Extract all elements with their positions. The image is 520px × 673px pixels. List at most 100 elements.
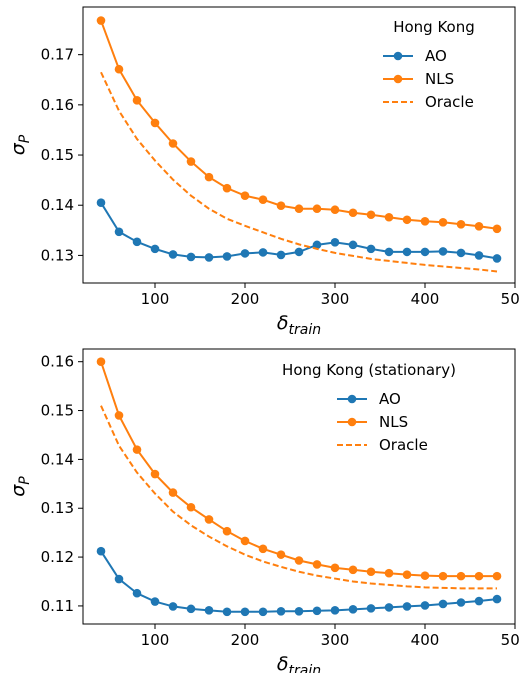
y-tick-label: 0.13 (41, 246, 74, 264)
data-point-ao (132, 237, 142, 247)
legend-label-nls: NLS (425, 70, 454, 88)
series-line-oracle (100, 71, 498, 273)
data-point-ao (294, 607, 304, 616)
data-point-ao (240, 249, 250, 258)
data-point-ao (132, 588, 142, 598)
data-point-nls (294, 204, 304, 214)
legend-title: Hong Kong (stationary) (282, 361, 456, 379)
chart-panel-2: 100 200 300 400 500 0.11 0.12 0.13 0.14 0.15 0.16 δ… (7, 348, 520, 673)
y-tick-label: 0.15 (41, 402, 74, 420)
series-nls (96, 16, 502, 234)
x-tick-label: 500 (501, 290, 520, 308)
data-point-nls (330, 205, 340, 215)
data-point-nls (150, 118, 160, 128)
x-tick-label: 300 (321, 290, 350, 308)
series-oracle (100, 405, 497, 590)
data-point-ao (222, 607, 232, 617)
data-point-ao (150, 244, 160, 254)
data-point-nls (330, 563, 340, 573)
data-point-nls (186, 157, 196, 166)
data-point-ao (258, 248, 268, 257)
y-tick-label: 0.15 (41, 146, 74, 164)
data-point-ao (168, 602, 178, 611)
data-point-ao (402, 247, 412, 257)
data-point-ao (384, 247, 394, 257)
x-axis-label: δtrain (277, 312, 321, 338)
legend-title: Hong Kong (393, 18, 475, 36)
data-point-ao (492, 254, 502, 263)
data-point-ao (96, 546, 106, 556)
legend-marker-ao (393, 51, 403, 61)
data-point-ao (402, 602, 412, 611)
data-point-ao (204, 606, 214, 615)
data-point-ao (330, 606, 340, 615)
data-point-nls (384, 212, 394, 222)
chart-panel-1: 100 200 300 400 500 0.13 0.14 0.15 0.16 0.17 δtrai… (7, 6, 520, 338)
data-point-ao (438, 599, 448, 609)
data-point-nls (348, 565, 358, 575)
data-point-nls (492, 224, 502, 234)
data-point-nls (240, 191, 250, 200)
data-point-ao (276, 250, 286, 260)
data-point-ao (474, 251, 484, 260)
data-point-nls (384, 568, 394, 578)
data-point-nls (204, 515, 214, 524)
series-oracle (100, 71, 498, 273)
x-tick-label: 400 (411, 631, 440, 649)
data-point-nls (312, 204, 322, 214)
data-point-nls (222, 183, 232, 193)
data-point-nls (474, 221, 484, 231)
y-tick-label: 0.14 (41, 196, 74, 214)
data-point-ao (204, 253, 214, 262)
data-point-ao (312, 606, 322, 616)
series-ao (96, 198, 502, 263)
data-point-ao (366, 244, 376, 254)
data-point-ao (114, 574, 124, 584)
data-point-ao (366, 604, 376, 613)
data-point-nls (492, 571, 502, 581)
x-tick-label: 400 (411, 290, 440, 308)
data-point-nls (456, 219, 466, 229)
y-axis-label: σP (7, 134, 33, 155)
axes-frame (82, 348, 516, 625)
data-point-ao (420, 601, 430, 610)
data-point-nls (276, 201, 286, 211)
y-tick-label: 0.11 (41, 597, 74, 615)
data-point-nls (96, 357, 106, 367)
data-point-ao (114, 227, 124, 237)
data-point-nls (114, 411, 124, 420)
data-point-ao (330, 238, 340, 247)
legend-marker-nls (347, 417, 357, 427)
data-point-ao (456, 248, 466, 258)
series-line-oracle (100, 405, 497, 590)
data-point-nls (276, 550, 286, 559)
legend-label-ao: AO (425, 47, 447, 65)
y-axis-label: σP (7, 476, 33, 497)
legend-label-oracle: Oracle (379, 436, 428, 454)
data-point-nls (258, 544, 268, 554)
data-point-nls (366, 567, 376, 577)
data-point-nls (348, 208, 358, 218)
data-point-ao (222, 252, 232, 261)
data-point-nls (258, 195, 268, 204)
data-point-nls (474, 571, 484, 581)
data-point-nls (420, 216, 430, 226)
data-point-ao (348, 240, 358, 250)
data-point-nls (438, 571, 448, 581)
data-point-ao (348, 605, 358, 614)
series-nls (96, 357, 502, 581)
data-point-nls (456, 571, 466, 581)
data-point-ao (492, 594, 502, 604)
y-tick-label: 0.13 (41, 499, 74, 517)
data-point-ao (420, 247, 430, 257)
data-point-ao (186, 252, 196, 262)
data-point-ao (276, 607, 286, 616)
data-point-ao (474, 596, 484, 606)
data-point-nls (294, 556, 304, 565)
data-point-ao (438, 247, 448, 256)
data-point-ao (294, 247, 304, 257)
data-point-nls (150, 469, 160, 479)
data-point-nls (312, 560, 322, 569)
data-point-nls (204, 172, 214, 182)
